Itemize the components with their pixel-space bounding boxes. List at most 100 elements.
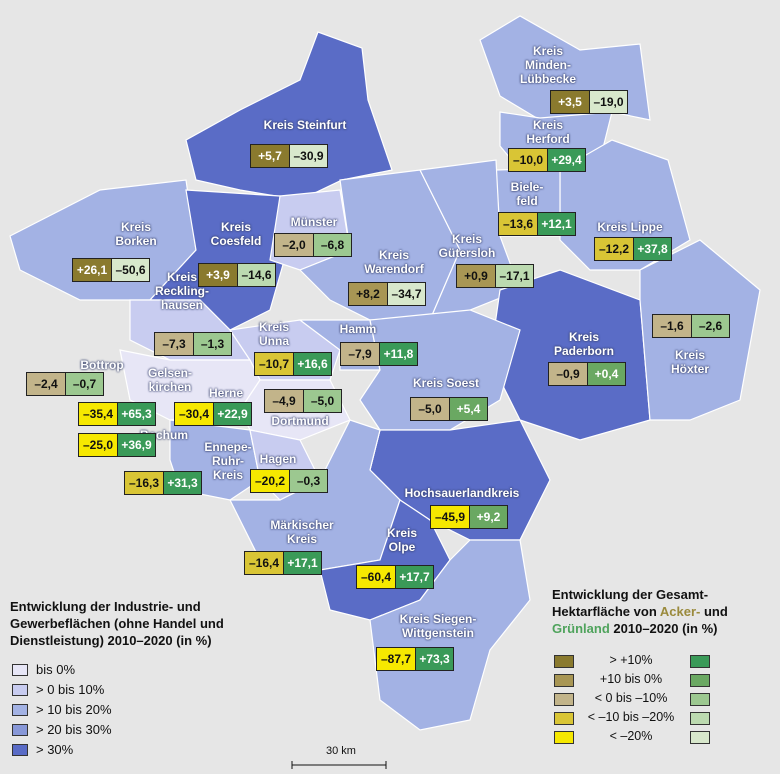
acker-value: –35,4 bbox=[79, 403, 117, 425]
value-pair-unna: –10,7 +16,6 bbox=[254, 352, 332, 376]
value-pair-guetersloh: +0,9 –17,1 bbox=[456, 264, 534, 288]
gruen-value: –5,0 bbox=[303, 390, 341, 412]
gruen-value: +36,9 bbox=[117, 434, 155, 456]
value-pair-gelsenkirchen: –35,4 +65,3 bbox=[78, 402, 156, 426]
region-label-line: Kreis bbox=[166, 270, 198, 284]
region-label-line: Kreis bbox=[258, 320, 290, 334]
acker-value: +5,7 bbox=[251, 145, 289, 167]
region-label-line: Wittgenstein bbox=[402, 626, 474, 640]
region-label-recklinghausen: Kreis Reckling-hausen bbox=[155, 270, 209, 312]
industry-legend-item: > 20 bis 30% bbox=[12, 722, 112, 737]
acker-value: –10,0 bbox=[509, 149, 547, 171]
value-pair-maerkisch: –16,4 +17,1 bbox=[244, 551, 322, 575]
value-pair-paderborn: –0,9 +0,4 bbox=[548, 362, 626, 386]
agri-title-year: 2010–2020 (in %) bbox=[609, 621, 718, 636]
region-label-line: Gütersloh bbox=[438, 246, 496, 260]
acker-value: –7,9 bbox=[341, 343, 379, 365]
value-pair-hagen: –20,2 –0,3 bbox=[250, 469, 328, 493]
acker-value: –25,0 bbox=[79, 434, 117, 456]
region-label-lippe: Kreis Lippe bbox=[597, 220, 662, 234]
region-label-line: hausen bbox=[160, 298, 204, 312]
value-pair-coesfeld: +3,9 –14,6 bbox=[198, 263, 276, 287]
value-pair-ennepe: –16,3 +31,3 bbox=[124, 471, 202, 495]
value-pair-soest: –5,0 +5,4 bbox=[410, 397, 488, 421]
agri-legend-title-line-3: Grünland 2010–2020 (in %) bbox=[552, 620, 728, 637]
region-label-line: Ennepe- bbox=[204, 440, 252, 454]
region-label-siegen: Kreis Siegen- Wittgenstein bbox=[400, 612, 477, 640]
acker-value: –5,0 bbox=[411, 398, 449, 420]
acker-value: –10,7 bbox=[255, 353, 293, 375]
gruen-value: +37,8 bbox=[633, 238, 671, 260]
acker-value: –87,7 bbox=[377, 648, 415, 670]
gruen-value: +31,3 bbox=[163, 472, 201, 494]
industry-swatch bbox=[12, 703, 28, 716]
industry-legend-title-line-1: Entwicklung der Industrie- und bbox=[10, 599, 201, 614]
value-pair-warendorf: +8,2 –34,7 bbox=[348, 282, 426, 306]
industry-legend-label: > 0 bis 10% bbox=[36, 682, 105, 697]
region-label-line: Kreis bbox=[674, 348, 706, 362]
acker-value: –0,9 bbox=[549, 363, 587, 385]
value-pair-herne: –30,4 +22,9 bbox=[174, 402, 252, 426]
agri-legend-label: +10 bis 0% bbox=[599, 672, 663, 686]
region-label-maerkisch: Märkischer Kreis bbox=[270, 518, 333, 546]
value-pair-muenster: –2,0 –6,8 bbox=[274, 233, 352, 257]
gruen-value: –6,8 bbox=[313, 234, 351, 256]
region-label-gelsenkirchen: Gelsen-kirchen bbox=[148, 366, 192, 394]
region-label-line: Kreis Lippe bbox=[597, 220, 663, 234]
value-pair-bielefeld: –13,6 +12,1 bbox=[498, 212, 576, 236]
gruen-value: –19,0 bbox=[589, 91, 627, 113]
region-label-guetersloh: Kreis Gütersloh bbox=[439, 232, 496, 260]
region-label-line: kirchen bbox=[148, 380, 192, 394]
value-pair-minden: +3,5 –19,0 bbox=[550, 90, 628, 114]
region-label-line: Paderborn bbox=[553, 344, 615, 358]
acker-value: +3,9 bbox=[199, 264, 237, 286]
region-label-minden: Kreis Minden- Lübbecke bbox=[520, 44, 576, 86]
region-label-line: Kreis Soest bbox=[412, 376, 480, 390]
scale-bar bbox=[291, 761, 387, 769]
region-label-dortmund: Dortmund bbox=[271, 414, 328, 428]
region-label-hamm: Hamm bbox=[340, 322, 377, 336]
acker-value: +0,9 bbox=[457, 265, 495, 287]
agri-legend-label: < –10 bis –20% bbox=[587, 710, 675, 724]
industry-swatch bbox=[12, 683, 28, 696]
region-label-line: Kreis bbox=[532, 44, 564, 58]
industry-legend-title: Entwicklung der Industrie- und Gewerbefl… bbox=[10, 598, 224, 649]
region-label-line: Kreis bbox=[212, 468, 244, 482]
industry-legend-item: > 10 bis 20% bbox=[12, 702, 112, 717]
industry-legend-label: > 30% bbox=[36, 742, 74, 757]
industry-legend-title-line-2: Gewerbeflächen (ohne Handel und bbox=[10, 616, 224, 631]
region-label-line: Biele- bbox=[510, 180, 544, 194]
value-pair-olpe: –60,4 +17,7 bbox=[356, 565, 434, 589]
region-label-line: Borken bbox=[115, 234, 157, 248]
region-label-line: Bottrop bbox=[80, 358, 124, 372]
region-label-line: Kreis Steinfurt bbox=[263, 118, 347, 132]
industry-legend-item: > 30% bbox=[12, 742, 73, 757]
acker-value: –16,4 bbox=[245, 552, 283, 574]
region-label-line: Hagen bbox=[259, 452, 297, 466]
gruen-value: +16,6 bbox=[293, 353, 331, 375]
gruen-swatch bbox=[690, 655, 710, 668]
region-label-bottrop: Bottrop bbox=[80, 358, 123, 372]
region-label-hagen: Hagen bbox=[260, 452, 297, 466]
region-label-line: Kreis Siegen- bbox=[399, 612, 477, 626]
region-label-paderborn: Kreis Paderborn bbox=[554, 330, 614, 358]
region-label-soest: Kreis Soest bbox=[413, 376, 479, 390]
region-label-line: Kreis bbox=[568, 330, 600, 344]
acker-value: –60,4 bbox=[357, 566, 395, 588]
acker-swatch bbox=[554, 712, 574, 725]
region-label-olpe: Kreis Olpe bbox=[387, 526, 417, 554]
value-pair-bottrop: –2,4 –0,7 bbox=[26, 372, 104, 396]
value-pair-siegen: –87,7 +73,3 bbox=[376, 647, 454, 671]
region-label-line: Märkischer bbox=[270, 518, 334, 532]
region-label-line: Dortmund bbox=[271, 414, 329, 428]
scale-label: 30 km bbox=[326, 745, 356, 757]
agri-legend-label: < –20% bbox=[609, 729, 653, 743]
gruen-value: –14,6 bbox=[237, 264, 275, 286]
gruen-swatch bbox=[690, 712, 710, 725]
region-siegen bbox=[369, 539, 531, 731]
acker-value: –30,4 bbox=[175, 403, 213, 425]
value-pair-hoexter: –1,6 –2,6 bbox=[652, 314, 730, 338]
region-label-line: Warendorf bbox=[364, 262, 424, 276]
agri-legend-label: < 0 bis –10% bbox=[594, 691, 668, 705]
region-label-line: feld bbox=[516, 194, 538, 208]
